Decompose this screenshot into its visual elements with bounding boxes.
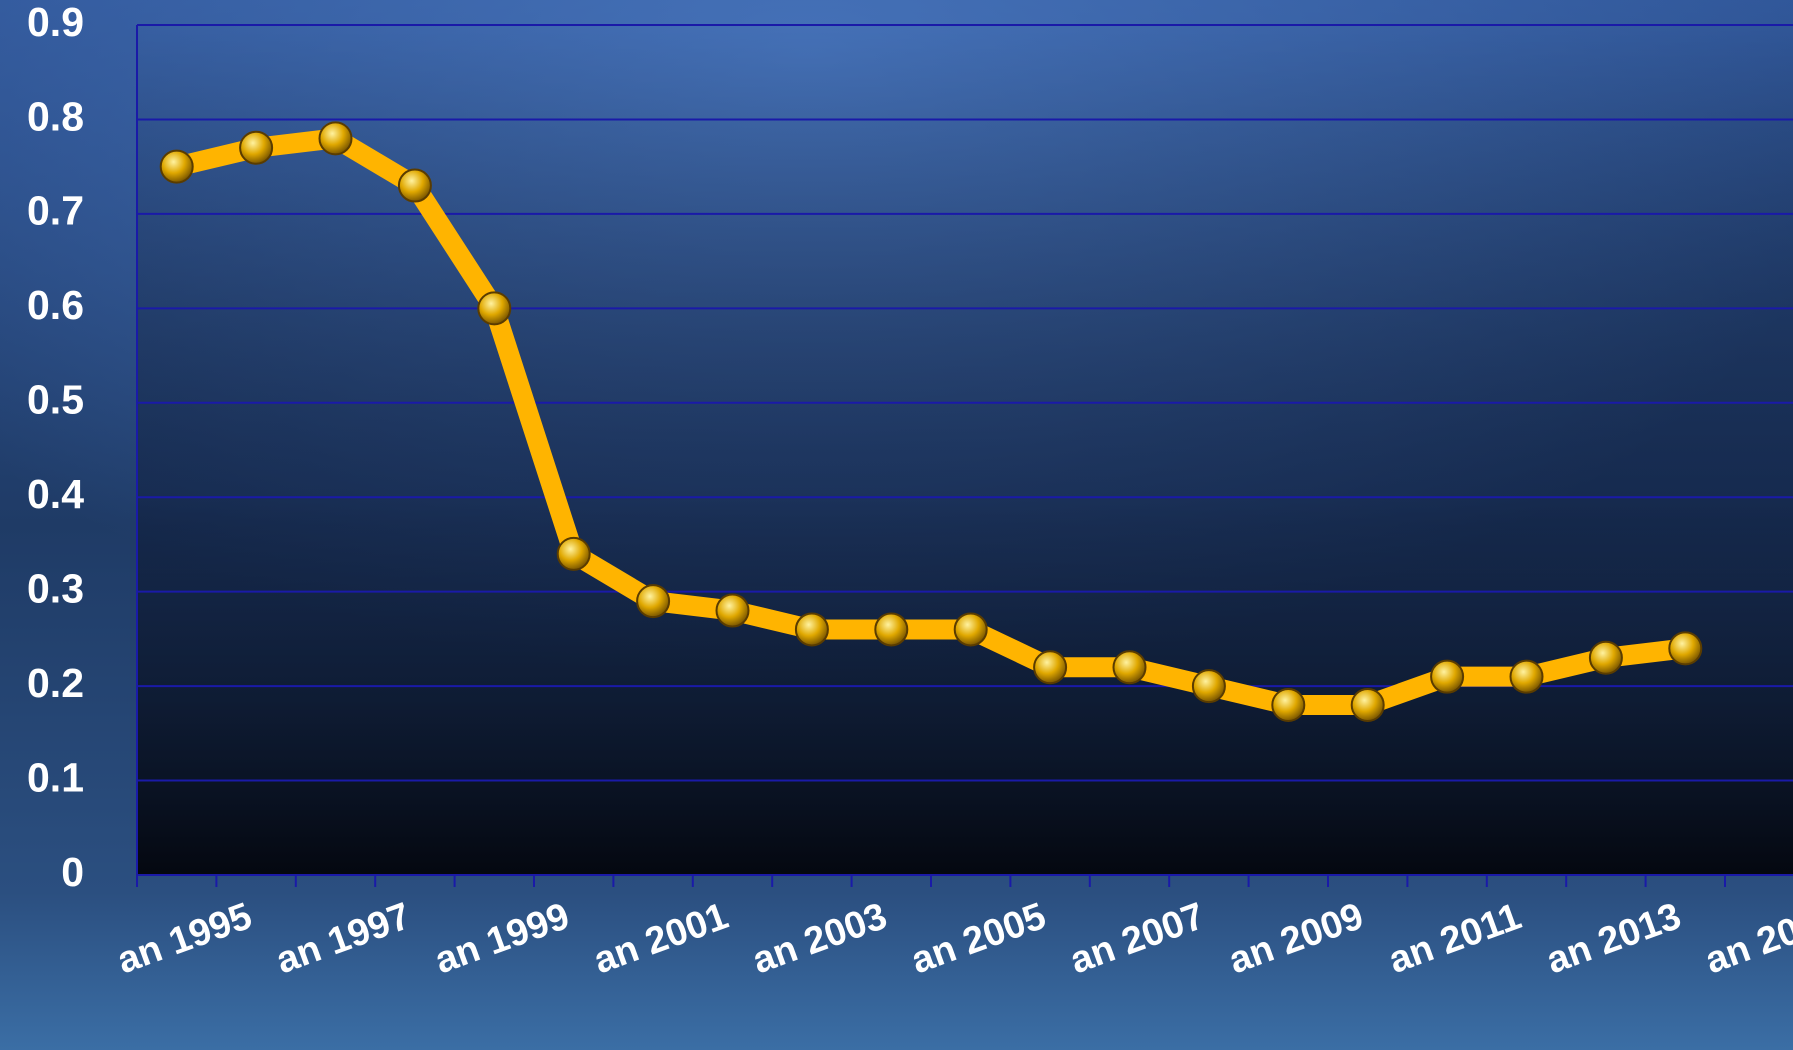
data-point [1588, 640, 1623, 675]
data-point [1509, 659, 1544, 694]
data-point [1112, 650, 1147, 685]
y-tick-label: 0.7 [27, 188, 84, 234]
y-tick-label: 0.6 [27, 282, 84, 328]
data-point [318, 121, 353, 156]
y-tick-label: 0.2 [27, 660, 84, 706]
data-point [477, 291, 512, 326]
data-point [953, 612, 988, 647]
data-point [874, 612, 909, 647]
data-point [715, 593, 750, 628]
data-point [556, 536, 591, 571]
y-tick-label: 0.9 [27, 0, 84, 45]
data-point [1430, 659, 1465, 694]
data-point [1350, 688, 1385, 722]
data-point [1271, 688, 1306, 722]
data-point [1668, 631, 1703, 666]
data-point [1191, 669, 1226, 704]
y-tick-label: 0.1 [27, 754, 84, 800]
y-tick-label: 0 [61, 849, 84, 895]
y-tick-label: 0.5 [27, 377, 84, 423]
y-tick-label: 0.4 [27, 471, 84, 517]
plot-area [137, 25, 1793, 875]
data-point [397, 168, 432, 203]
y-tick-label: 0.3 [27, 565, 84, 611]
data-point [636, 584, 671, 619]
data-point [239, 130, 274, 165]
data-point [1033, 650, 1068, 685]
data-point [794, 612, 829, 647]
y-tick-label: 0.8 [27, 93, 84, 139]
data-point [159, 149, 194, 184]
